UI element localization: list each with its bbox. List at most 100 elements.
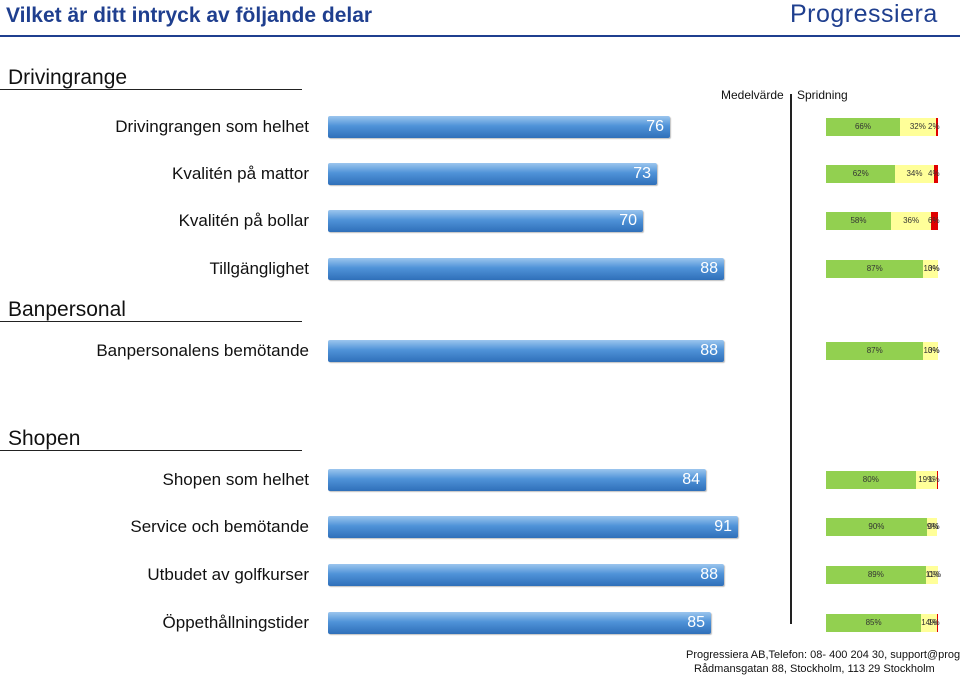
spread-segment: [826, 118, 900, 136]
spread-segment: [895, 165, 934, 183]
spread-label: 1%: [928, 618, 940, 627]
page-title: Vilket är ditt intryck av följande delar: [6, 4, 373, 27]
spread-bar: 89% 11% 0%: [826, 566, 942, 584]
footer-contact: Progressiera AB,Telefon: 08- 400 204 30,…: [686, 649, 960, 661]
spread-segment: [936, 614, 938, 632]
section-heading-shopen: Shopen: [8, 427, 81, 450]
spread-segment: [826, 518, 927, 536]
spread-label: 85%: [865, 618, 882, 627]
bar-value-label: 84: [682, 471, 700, 488]
bar: 84: [328, 469, 706, 491]
section-underline-banpersonal: [0, 321, 302, 322]
row-label: Drivingrangen som helhet: [115, 117, 309, 136]
bar-value-label: 70: [619, 212, 637, 229]
spread-segment: [826, 212, 891, 230]
header-mean: Medelvärde: [721, 88, 784, 102]
spread-bar: 58% 36% 6%: [826, 212, 940, 230]
row-label: Shopen som helhet: [162, 470, 310, 489]
spread-bar: 90% 9% 0%: [826, 518, 940, 536]
row-label: Tillgänglighet: [209, 259, 309, 278]
spread-label: 19%: [918, 475, 935, 484]
bar-value-label: 85: [687, 614, 705, 631]
spread-segment: [826, 165, 896, 183]
spread-segment: [826, 566, 926, 584]
spread-segment: [899, 118, 936, 136]
spread-segment: [923, 260, 938, 278]
bar-value-label: 88: [700, 260, 718, 277]
spread-bar: 87% 13% 0%: [826, 342, 940, 360]
section-heading-banpersonal: Banpersonal: [8, 298, 126, 321]
row-label: Kvalitén på mattor: [171, 164, 309, 183]
spread-label: 11%: [925, 570, 942, 579]
mean-divider-line: [790, 94, 792, 624]
bar: 85: [328, 612, 711, 634]
spread-label: 87%: [866, 346, 883, 355]
bar: 73: [328, 163, 657, 185]
spread-segment: [826, 614, 922, 632]
spread-label: 13%: [923, 346, 940, 355]
row-label: Kvalitén på bollar: [178, 211, 309, 230]
spread-label: 89%: [867, 570, 884, 579]
logo: Progressiera: [790, 0, 938, 28]
spread-segment: [890, 212, 932, 230]
spread-bar: 87% 13% 0%: [826, 260, 940, 278]
section-heading-drivingrange: Drivingrange: [8, 66, 128, 89]
row-label: Banpersonalens bemötande: [96, 341, 309, 360]
spread-bar: 62% 34% 4%: [826, 165, 940, 183]
row-label: Service och bemötande: [130, 517, 309, 536]
spread-label: 1%: [928, 475, 940, 484]
spread-segment: [915, 471, 937, 489]
spread-bar: 66% 32% 2%: [826, 118, 940, 136]
bar: 88: [328, 564, 724, 586]
spread-label: 90%: [868, 522, 885, 531]
spread-label: 66%: [854, 122, 871, 131]
row-label: Utbudet av golfkurser: [147, 565, 309, 584]
bar: 76: [328, 116, 670, 138]
spread-label: 9%: [926, 522, 939, 531]
bar-value-label: 91: [714, 518, 732, 535]
spread-segment: [925, 566, 938, 584]
section-underline-shopen: [0, 450, 302, 451]
spread-label: 2%: [928, 122, 940, 131]
title-rule: [0, 35, 960, 37]
spread-label: 0%: [928, 522, 940, 531]
spread-segment: [926, 518, 937, 536]
spread-label: 6%: [928, 216, 940, 225]
spread-label: 62%: [852, 169, 869, 178]
bar-value-label: 88: [700, 342, 718, 359]
bar-value-label: 76: [646, 118, 664, 135]
footer-address: Rådmansgatan 88, Stockholm, 113 29 Stock…: [694, 663, 935, 675]
spread-segment: [935, 118, 938, 136]
bar-value-label: 88: [700, 566, 718, 583]
title-bar: Vilket är ditt intryck av följande delar…: [0, 0, 960, 34]
bar: 88: [328, 340, 724, 362]
spread-label: 0%: [928, 346, 940, 355]
spread-label: 32%: [909, 122, 926, 131]
bar: 70: [328, 210, 643, 232]
spread-segment: [936, 471, 938, 489]
spread-segment: [923, 342, 938, 360]
bar: 88: [328, 258, 724, 280]
section-underline-drivingrange: [0, 89, 302, 90]
spread-label: 4%: [928, 169, 940, 178]
spread-label: 14%: [921, 618, 938, 627]
spread-label: 87%: [866, 264, 883, 273]
spread-label: 80%: [862, 475, 879, 484]
spread-label: 13%: [923, 264, 940, 273]
spread-label: 36%: [903, 216, 920, 225]
spread-segment: [826, 260, 924, 278]
spread-bar: 85% 14% 1%: [826, 614, 940, 632]
bar: 91: [328, 516, 738, 538]
spread-segment: [921, 614, 937, 632]
spread-segment: [931, 212, 938, 230]
spread-segment: [826, 471, 916, 489]
header-spread: Spridning: [797, 88, 848, 102]
spread-label: 0%: [928, 570, 940, 579]
spread-bar: 80% 19% 1%: [826, 471, 940, 489]
spread-label: 0%: [928, 264, 940, 273]
row-label: Öppethållningstider: [162, 613, 309, 632]
bar-value-label: 73: [633, 165, 651, 182]
spread-label: 34%: [906, 169, 923, 178]
spread-label: 58%: [850, 216, 867, 225]
spread-segment: [826, 342, 924, 360]
